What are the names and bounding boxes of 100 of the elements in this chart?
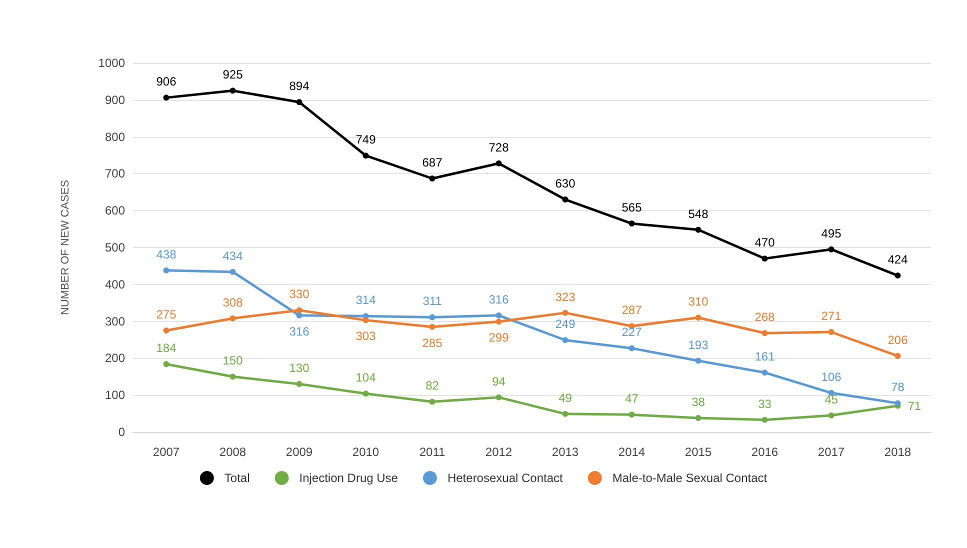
x-tick-label: 2007 (152, 445, 180, 459)
data-label: 311 (422, 294, 442, 308)
point (230, 374, 236, 380)
data-label: 548 (688, 206, 709, 221)
point (562, 410, 568, 417)
point (695, 358, 702, 364)
point (163, 267, 170, 274)
x-tick-label: 2017 (818, 445, 845, 459)
point (296, 312, 302, 318)
y-tick-label: 700 (104, 166, 126, 181)
data-label: 925 (222, 68, 244, 82)
point (429, 398, 436, 405)
point (496, 318, 502, 325)
data-label: 104 (356, 370, 376, 385)
data-label: 227 (622, 325, 642, 340)
point (496, 394, 502, 400)
data-label: 249 (555, 317, 576, 332)
y-tick-label: 200 (104, 351, 126, 366)
data-label: 47 (625, 392, 639, 406)
point (230, 88, 236, 94)
point (762, 256, 768, 262)
y-tick-label: 300 (104, 314, 126, 328)
data-label: 687 (422, 155, 443, 170)
data-label: 728 (488, 140, 510, 154)
point (496, 312, 502, 318)
x-tick-label: 2013 (552, 445, 579, 459)
point (429, 324, 436, 330)
data-label: 308 (222, 295, 244, 310)
y-tick-label: 400 (104, 277, 126, 292)
point (296, 307, 302, 314)
data-label: 438 (156, 247, 177, 262)
point (296, 99, 302, 106)
y-tick-label: 0 (118, 425, 126, 439)
legend-label: Injection Drug Use (299, 471, 398, 485)
data-label: 49 (558, 390, 572, 405)
x-tick-label: 2009 (286, 445, 313, 459)
data-label: 424 (888, 252, 908, 267)
data-label: 299 (488, 330, 510, 345)
point (562, 196, 568, 203)
data-label: 495 (821, 226, 842, 240)
point (362, 152, 369, 159)
data-label: 565 (622, 200, 642, 215)
point (828, 412, 834, 418)
data-label: 906 (156, 74, 177, 89)
data-label: 184 (156, 341, 177, 356)
data-label: 38 (692, 394, 706, 409)
point (163, 94, 170, 101)
point (362, 390, 369, 397)
data-label: 749 (356, 132, 376, 147)
data-label: 316 (488, 292, 510, 306)
point (762, 330, 768, 336)
point (296, 381, 302, 388)
point (695, 414, 702, 421)
data-label: 271 (821, 309, 842, 323)
legend-label: Total (224, 471, 250, 485)
x-tick-label: 2011 (419, 445, 446, 459)
point (828, 246, 834, 252)
x-tick-label: 2008 (219, 445, 246, 459)
x-tick-label: 2018 (884, 445, 912, 459)
data-label: 630 (555, 176, 576, 191)
data-label: 130 (289, 361, 310, 376)
point (695, 226, 702, 233)
data-label: 94 (492, 374, 506, 388)
point (429, 176, 436, 182)
data-label: 78 (891, 380, 905, 394)
point (230, 315, 236, 322)
data-label: 206 (888, 332, 908, 347)
data-label: 316 (289, 324, 310, 338)
data-label: 71 (908, 398, 922, 413)
legend-label: Male-to-Male Sexual Contact (612, 471, 768, 485)
y-tick-label: 800 (104, 130, 126, 144)
point (230, 268, 236, 275)
point (762, 416, 768, 423)
point (429, 314, 436, 320)
x-tick-label: 2014 (618, 445, 646, 459)
point (628, 345, 635, 352)
point (562, 310, 568, 316)
data-label: 106 (821, 370, 842, 384)
point (828, 329, 834, 335)
y-tick-label: 100 (104, 388, 126, 402)
point (762, 370, 768, 376)
data-label: 33 (758, 396, 772, 411)
data-label: 150 (222, 354, 244, 368)
data-label: 310 (688, 294, 709, 309)
data-label: 268 (754, 310, 776, 324)
point (362, 317, 369, 324)
data-label: 470 (754, 236, 776, 250)
y-tick-label: 1000 (98, 56, 126, 70)
x-tick-label: 2016 (751, 445, 778, 459)
data-label: 45 (824, 392, 838, 406)
data-label: 323 (555, 290, 576, 304)
point (894, 400, 901, 406)
point (496, 160, 502, 166)
x-tick-label: 2015 (684, 445, 712, 459)
data-label: 82 (426, 378, 440, 393)
point (163, 328, 170, 334)
data-label: 314 (356, 293, 376, 308)
data-label: 287 (622, 303, 642, 318)
point (163, 361, 170, 368)
point (894, 352, 901, 359)
